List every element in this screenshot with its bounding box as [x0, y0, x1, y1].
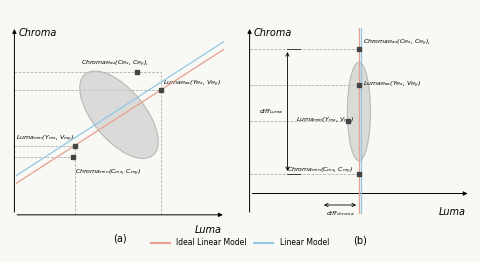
Ellipse shape	[80, 71, 158, 159]
Text: Luma: Luma	[194, 225, 222, 236]
Text: Chroma$_{min}$(C$_{mx}$, C$_{my}$): Chroma$_{min}$(C$_{mx}$, C$_{my}$)	[288, 165, 354, 176]
Text: Chroma: Chroma	[18, 28, 57, 38]
Text: (b): (b)	[353, 236, 367, 245]
Text: Chroma$_{Max}$(C$_{Mx}$, C$_{My}$),: Chroma$_{Max}$(C$_{Mx}$, C$_{My}$),	[363, 38, 431, 48]
Text: diff$_{Luma}$: diff$_{Luma}$	[259, 107, 283, 116]
Text: Luma: Luma	[439, 207, 466, 217]
Ellipse shape	[348, 62, 371, 161]
Text: Luma$_{Max}$(Y$_{Mx}$, V$_{My}$): Luma$_{Max}$(Y$_{Mx}$, V$_{My}$)	[363, 80, 421, 90]
Text: diff$_{chroma}$: diff$_{chroma}$	[326, 209, 354, 218]
Text: Chroma: Chroma	[254, 28, 292, 38]
Text: Luma$_{min}$(Y$_{mx}$, V$_{my}$): Luma$_{min}$(Y$_{mx}$, V$_{my}$)	[296, 116, 354, 127]
Text: Chroma$_{min}$(C$_{mx}$, C$_{my}$): Chroma$_{min}$(C$_{mx}$, C$_{my}$)	[75, 168, 141, 178]
Text: Luma$_{Max}$(Y$_{Mx}$, V$_{My}$): Luma$_{Max}$(Y$_{Mx}$, V$_{My}$)	[163, 79, 221, 89]
Legend: Ideal Linear Model, Linear Model: Ideal Linear Model, Linear Model	[148, 235, 332, 250]
Text: Chroma$_{Max}$(C$_{Mx}$, C$_{My}$),: Chroma$_{Max}$(C$_{Mx}$, C$_{My}$),	[81, 58, 149, 69]
Text: (a): (a)	[113, 234, 127, 244]
Text: Luma$_{min}$(Y$_{mx}$, V$_{my}$): Luma$_{min}$(Y$_{mx}$, V$_{my}$)	[16, 133, 74, 144]
